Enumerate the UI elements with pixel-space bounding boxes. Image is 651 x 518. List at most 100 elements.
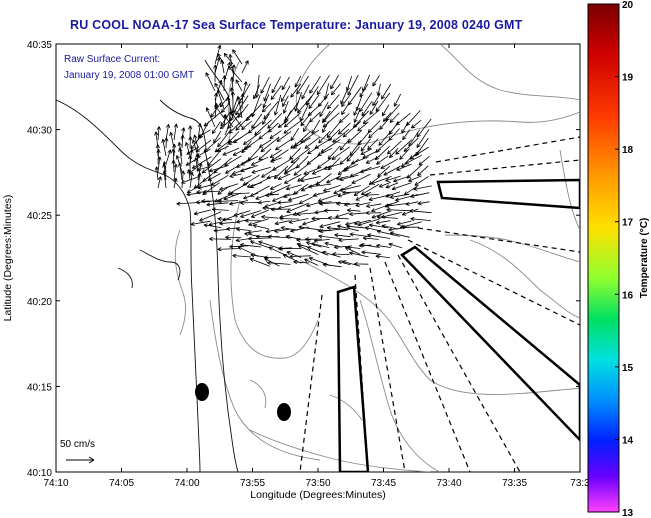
current-arrow (203, 223, 222, 228)
current-arrow (205, 72, 216, 92)
current-arrow (311, 119, 321, 134)
current-arrow (171, 159, 176, 173)
current-arrow (246, 182, 262, 189)
current-arrow (261, 103, 272, 113)
current-arrow (185, 156, 201, 166)
current-arrow (386, 207, 410, 212)
current-arrow (165, 123, 171, 141)
current-arrow (252, 224, 269, 230)
current-arrow (209, 236, 232, 242)
current-arrow (298, 245, 319, 255)
current-arrow (199, 211, 222, 222)
current-arrow (416, 128, 430, 148)
current-arrow (375, 92, 391, 112)
x-tick-label: 73:3 (570, 478, 590, 489)
current-arrow (418, 155, 430, 166)
current-arrow (311, 216, 329, 221)
current-arrow (384, 203, 409, 208)
current-arrow (351, 173, 371, 184)
current-arrow (410, 192, 430, 198)
current-arrow (262, 113, 270, 125)
current-arrow (334, 245, 352, 250)
current-arrow (186, 169, 192, 181)
current-arrow (297, 95, 313, 114)
current-arrow (395, 139, 413, 155)
current-arrow (192, 139, 199, 157)
current-arrow (386, 140, 402, 155)
current-arrow (388, 242, 403, 249)
current-arrow (385, 191, 401, 198)
current-arrow (322, 250, 341, 258)
current-arrow (235, 113, 252, 131)
y-tick-label: 40:10 (27, 468, 52, 479)
current-arrow (327, 215, 349, 221)
current-arrow (313, 190, 331, 197)
current-arrow (180, 170, 186, 189)
map-title: RU COOL NOAA-17 Sea Surface Temperature:… (70, 18, 523, 32)
current-arrow (324, 241, 342, 248)
current-arrow (220, 59, 225, 74)
current-arrow (369, 100, 379, 115)
y-axis: 40:35 40:30 40:25 40:20 40:15 40:10 (27, 40, 580, 479)
current-arrow (277, 173, 291, 180)
current-arrow (308, 94, 320, 109)
current-arrow (219, 221, 240, 226)
current-arrow (240, 200, 259, 205)
current-arrow (355, 202, 371, 208)
current-arrow (334, 233, 351, 238)
current-arrow (372, 75, 380, 87)
current-arrow (247, 230, 262, 235)
current-arrow (229, 173, 242, 178)
current-arrow (336, 201, 351, 206)
current-arrow (367, 138, 379, 150)
current-arrow (229, 244, 249, 249)
current-arrow (288, 193, 309, 202)
current-arrow (283, 119, 303, 134)
current-arrow (414, 176, 429, 186)
current-arrow (357, 218, 380, 227)
current-arrow (308, 183, 332, 189)
current-arrow (376, 243, 391, 249)
x-axis: 74:10 74:05 74:00 73:55 73:50 73:45 73:40 73:35… (43, 44, 590, 489)
current-arrow (355, 191, 372, 201)
current-arrow (211, 207, 229, 212)
current-arrow (365, 210, 382, 216)
x-tick-label: 73:35 (502, 478, 527, 489)
current-arrow (270, 85, 282, 100)
colorbar-tick-label: 16 (622, 290, 634, 301)
current-arrow (402, 129, 411, 141)
current-arrow (288, 218, 309, 224)
current-arrow (364, 192, 380, 198)
current-arrow (258, 128, 272, 140)
current-arrow (188, 155, 193, 173)
current-arrow (173, 123, 178, 141)
current-arrow (322, 121, 329, 133)
site-marker (195, 383, 209, 401)
current-arrow (360, 148, 372, 155)
region-polygons (336, 178, 580, 472)
current-arrow (416, 118, 432, 138)
current-arrow (375, 220, 391, 225)
current-arrow (354, 219, 371, 226)
current-arrow (309, 76, 321, 94)
current-arrow (292, 137, 311, 149)
current-arrow (283, 165, 299, 175)
current-arrow (376, 215, 399, 220)
current-arrow (262, 94, 270, 109)
current-arrow (251, 166, 272, 174)
colorbar-tick-label: 14 (622, 435, 634, 446)
current-arrow (208, 221, 222, 227)
current-arrow (395, 194, 419, 202)
y-tick-label: 40:15 (27, 382, 52, 393)
current-arrow (376, 83, 381, 96)
current-arrow (300, 175, 321, 183)
current-arrow (240, 155, 259, 166)
current-arrow (382, 112, 392, 122)
current-arrow (293, 259, 310, 265)
current-arrow (193, 134, 199, 149)
current-arrow (260, 76, 270, 94)
current-arrow (294, 75, 302, 88)
current-arrow (283, 112, 301, 128)
current-arrow (316, 75, 330, 96)
current-arrow (343, 202, 360, 207)
